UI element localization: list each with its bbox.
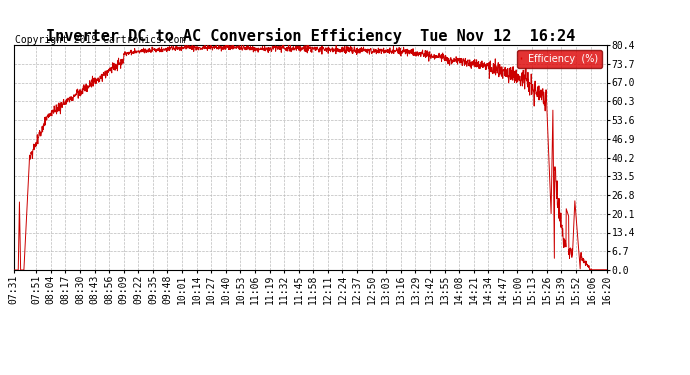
Text: Copyright 2019 Cartronics.com: Copyright 2019 Cartronics.com [15, 34, 186, 45]
Title: Inverter DC to AC Conversion Efficiency  Tue Nov 12  16:24: Inverter DC to AC Conversion Efficiency … [46, 28, 575, 44]
Legend: Efficiency  (%): Efficiency (%) [517, 50, 602, 68]
